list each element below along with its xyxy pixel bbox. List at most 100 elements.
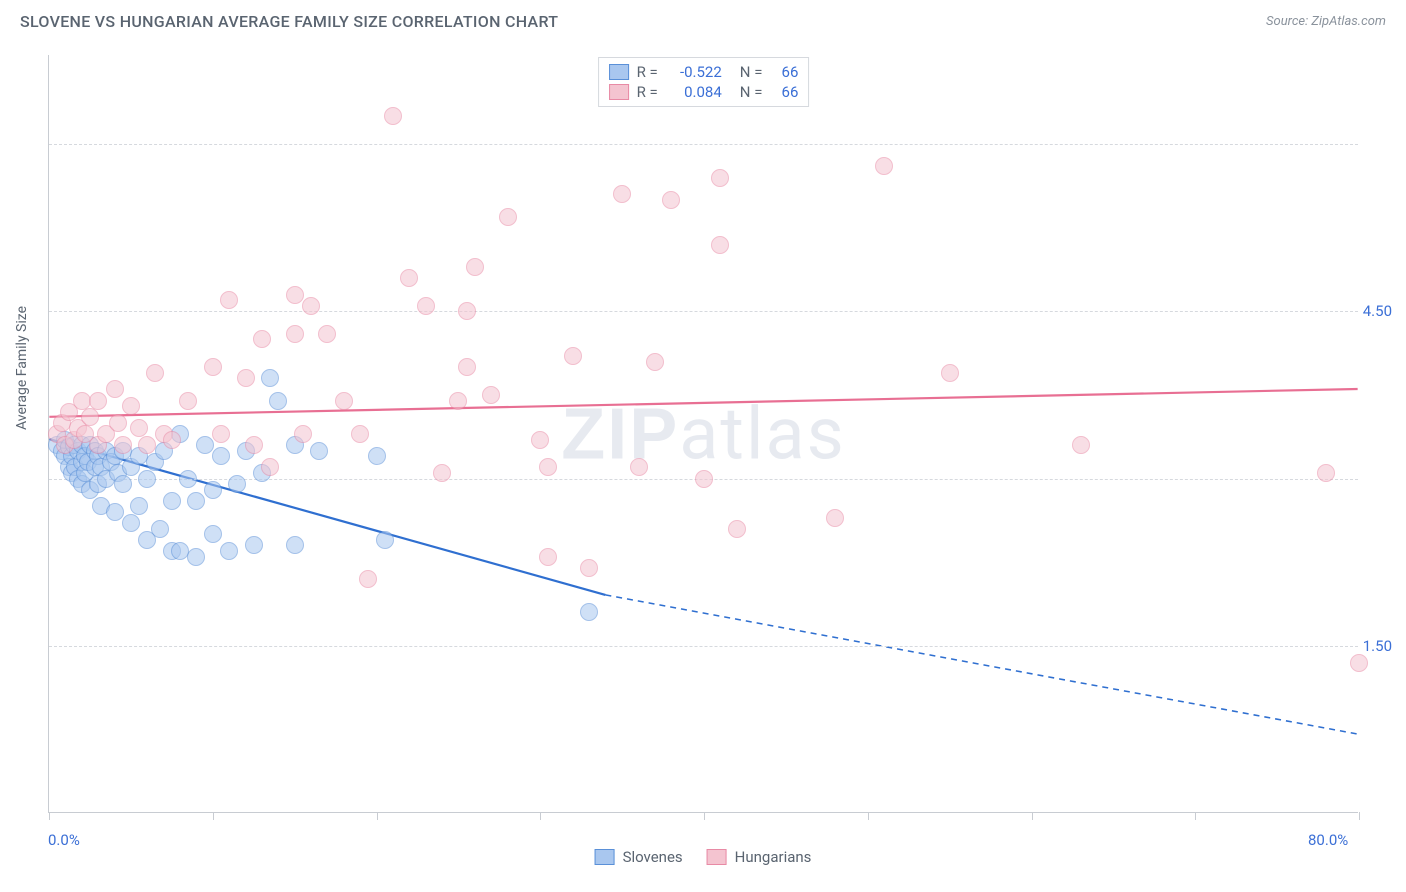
data-point [384, 107, 402, 125]
data-point [171, 542, 189, 560]
data-point [220, 542, 238, 560]
r-value: -0.522 [666, 63, 722, 81]
r-label: R = [637, 83, 658, 101]
data-point [130, 419, 148, 437]
data-point [122, 514, 140, 532]
gridline [49, 311, 1358, 312]
data-point [146, 364, 164, 382]
data-point [351, 425, 369, 443]
chart-header: SLOVENE VS HUNGARIAN AVERAGE FAMILY SIZE… [0, 0, 1406, 39]
n-value: 66 [770, 83, 798, 101]
data-point [531, 431, 549, 449]
data-point [368, 447, 386, 465]
data-point [138, 436, 156, 454]
data-point [826, 509, 844, 527]
data-point [711, 169, 729, 187]
data-point [286, 325, 304, 343]
data-point [245, 536, 263, 554]
data-point [286, 286, 304, 304]
data-point [539, 458, 557, 476]
x-tick [704, 812, 705, 820]
x-tick-label: 80.0% [1308, 831, 1348, 849]
data-point [728, 520, 746, 538]
data-point [695, 470, 713, 488]
data-point [711, 236, 729, 254]
data-point [114, 475, 132, 493]
legend-series-label: Slovenes [623, 848, 683, 866]
data-point [114, 436, 132, 454]
legend-series-label: Hungarians [735, 848, 812, 866]
data-point [1072, 436, 1090, 454]
x-tick [1195, 812, 1196, 820]
legend-correlation: R =-0.522N =66R =0.084N =66 [598, 57, 810, 107]
data-point [163, 492, 181, 510]
data-point [482, 386, 500, 404]
data-point [122, 397, 140, 415]
data-point [1317, 464, 1335, 482]
data-point [449, 392, 467, 410]
data-point [179, 392, 197, 410]
data-point [1350, 654, 1368, 672]
legend-series: Slovenes Hungarians [595, 848, 812, 866]
x-tick [1359, 812, 1360, 820]
data-point [335, 392, 353, 410]
gridline [49, 144, 1358, 145]
watermark: ZIPatlas [561, 391, 846, 476]
data-point [662, 191, 680, 209]
data-point [212, 425, 230, 443]
data-point [179, 470, 197, 488]
data-point [269, 392, 287, 410]
n-label: N = [740, 63, 763, 81]
data-point [130, 497, 148, 515]
data-point [941, 364, 959, 382]
data-point [580, 603, 598, 621]
data-point [151, 520, 169, 538]
x-tick [1032, 812, 1033, 820]
x-tick [377, 812, 378, 820]
legend-stat-row: R =-0.522N =66 [609, 62, 799, 82]
data-point [73, 392, 91, 410]
data-point [237, 369, 255, 387]
legend-swatch [595, 849, 615, 865]
data-point [318, 325, 336, 343]
data-point [458, 302, 476, 320]
data-point [187, 548, 205, 566]
data-point [81, 408, 99, 426]
data-point [286, 536, 304, 554]
watermark-light: atlas [679, 391, 846, 476]
data-point [499, 208, 517, 226]
data-point [106, 380, 124, 398]
data-point [580, 559, 598, 577]
data-point [204, 525, 222, 543]
data-point [376, 531, 394, 549]
data-point [646, 353, 664, 371]
data-point [630, 458, 648, 476]
legend-swatch [609, 64, 629, 80]
data-point [196, 436, 214, 454]
data-point [228, 475, 246, 493]
n-label: N = [740, 83, 763, 101]
data-point [89, 392, 107, 410]
data-point [109, 414, 127, 432]
x-tick [49, 812, 50, 820]
data-point [458, 358, 476, 376]
data-point [564, 347, 582, 365]
data-point [204, 358, 222, 376]
x-tick-label: 0.0% [48, 831, 80, 849]
data-point [302, 297, 320, 315]
data-point [539, 548, 557, 566]
y-axis-label: Average Family Size [14, 306, 30, 430]
x-tick [868, 812, 869, 820]
data-point [359, 570, 377, 588]
legend-swatch [707, 849, 727, 865]
data-point [261, 458, 279, 476]
data-point [417, 297, 435, 315]
legend-swatch [609, 84, 629, 100]
legend-stat-row: R =0.084N =66 [609, 82, 799, 102]
data-point [106, 503, 124, 521]
data-point [294, 425, 312, 443]
chart-title: SLOVENE VS HUNGARIAN AVERAGE FAMILY SIZE… [20, 12, 558, 31]
x-tick [540, 812, 541, 820]
data-point [245, 436, 263, 454]
data-point [187, 492, 205, 510]
